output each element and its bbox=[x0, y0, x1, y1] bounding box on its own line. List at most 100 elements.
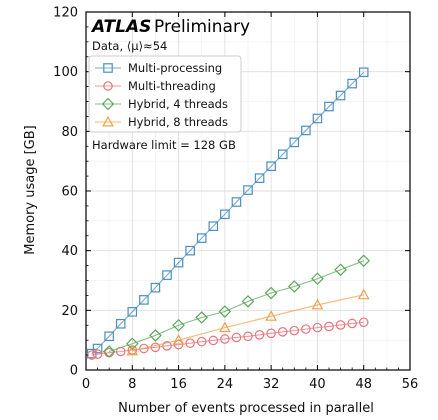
x-tick-label: 32 bbox=[263, 377, 280, 392]
data-point-multi-processing bbox=[231, 197, 242, 207]
data-point-multi-processing bbox=[104, 331, 114, 342]
legend-marker-hybrid-4-threads bbox=[101, 97, 115, 111]
legend-marker-hybrid-8-threads bbox=[102, 115, 114, 127]
experiment-name: ATLAS bbox=[90, 17, 151, 37]
data-point-hybrid-8-threads bbox=[265, 310, 277, 321]
legend-label-multi-processing: Multi-processing bbox=[128, 61, 222, 75]
data-point-multi-threading bbox=[243, 331, 253, 342]
legend: Multi-processing Multi-threading Hybrid, 4… bbox=[88, 55, 242, 133]
data-point-multi-processing bbox=[335, 90, 346, 101]
x-axis-label: Number of events processed in parallel bbox=[118, 401, 374, 416]
data-point-multi-threading bbox=[312, 322, 323, 333]
data-point-multi-processing bbox=[289, 137, 300, 148]
data-point-multi-processing bbox=[208, 221, 219, 232]
data-point-multi-processing bbox=[115, 318, 126, 329]
y-tick-label: 60 bbox=[61, 185, 78, 200]
series-hybrid-8-threads bbox=[126, 288, 370, 356]
data-point-hybrid-4-threads bbox=[172, 318, 185, 332]
data-point-multi-threading bbox=[277, 327, 288, 337]
data-point-hybrid-4-threads bbox=[195, 311, 209, 324]
x-tick-label: 8 bbox=[128, 377, 136, 392]
data-point-multi-threading bbox=[289, 325, 300, 336]
data-point-multi-processing bbox=[196, 233, 207, 243]
hardware-limit-annotation: Hardware limit = 128 GB bbox=[92, 138, 236, 152]
data-point-multi-processing bbox=[92, 343, 103, 354]
data-point-multi-processing bbox=[277, 149, 288, 160]
legend-label-hybrid-8-threads: Hybrid, 8 threads bbox=[128, 115, 228, 129]
data-point-hybrid-8-threads bbox=[311, 298, 324, 310]
y-tick-label: 80 bbox=[61, 125, 78, 140]
data-point-multi-threading bbox=[220, 334, 230, 344]
data-point-multi-processing bbox=[301, 125, 311, 136]
data-point-multi-processing bbox=[150, 282, 161, 293]
data-point-hybrid-4-threads bbox=[334, 263, 347, 277]
data-point-multi-threading bbox=[335, 320, 346, 330]
series-line-hybrid-8-threads bbox=[132, 294, 364, 352]
x-tick-label: 40 bbox=[309, 377, 326, 392]
data-point-multi-processing bbox=[324, 101, 334, 112]
data-point-multi-threading bbox=[266, 328, 276, 339]
data-point-hybrid-4-threads bbox=[125, 337, 139, 351]
data-point-hybrid-4-threads bbox=[102, 345, 116, 358]
data-point-multi-processing bbox=[254, 173, 265, 183]
data-point-multi-threading bbox=[196, 336, 207, 347]
data-point-hybrid-4-threads bbox=[287, 280, 301, 293]
legend-box bbox=[88, 55, 242, 133]
y-axis-label: Memory usage [GB] bbox=[23, 125, 38, 255]
data-point-multi-threading bbox=[347, 318, 357, 329]
x-tick-label: 48 bbox=[355, 377, 372, 392]
series-hybrid-4-threads bbox=[102, 254, 371, 358]
data-point-hybrid-8-threads bbox=[357, 288, 370, 300]
data-point-multi-processing bbox=[185, 245, 195, 256]
legend-marker-multi-threading bbox=[103, 81, 113, 91]
data-point-multi-threading bbox=[254, 329, 265, 340]
legend-label-hybrid-4-threads: Hybrid, 4 threads bbox=[128, 97, 228, 111]
data-point-multi-threading bbox=[150, 342, 161, 353]
legend-marker-multi-processing bbox=[103, 63, 113, 73]
y-tick-label: 100 bbox=[53, 65, 78, 80]
data-point-multi-processing bbox=[162, 270, 172, 280]
data-point-hybrid-4-threads bbox=[149, 329, 162, 342]
experiment-status: Preliminary bbox=[154, 17, 250, 37]
x-tick-label: 0 bbox=[82, 377, 90, 392]
data-point-multi-threading bbox=[231, 332, 242, 343]
data-point-multi-processing bbox=[220, 209, 230, 220]
data-point-multi-processing bbox=[139, 295, 149, 305]
data-point-hybrid-4-threads bbox=[357, 254, 371, 268]
series-line-multi-processing bbox=[91, 71, 365, 355]
x-tick-label: 24 bbox=[217, 377, 234, 392]
data-point-hybrid-4-threads bbox=[241, 295, 255, 308]
data-point-multi-processing bbox=[312, 113, 323, 124]
data-point-multi-processing bbox=[173, 257, 184, 268]
data-point-multi-processing bbox=[347, 78, 357, 89]
data-point-hybrid-4-threads bbox=[311, 272, 324, 286]
series-multi-threading bbox=[86, 317, 369, 360]
data-point-multi-threading bbox=[92, 349, 103, 359]
data-point-hybrid-8-threads bbox=[219, 321, 231, 333]
data-point-multi-threading bbox=[185, 338, 195, 348]
data-point-hybrid-8-threads bbox=[172, 334, 185, 345]
data-point-multi-processing bbox=[358, 67, 369, 78]
x-tick-label: 56 bbox=[402, 377, 419, 392]
y-tick-label: 0 bbox=[70, 364, 78, 379]
data-subtitle: Data, ⟨μ⟩≈54 bbox=[92, 39, 167, 53]
y-tick-label: 20 bbox=[61, 304, 78, 319]
x-tick-label: 16 bbox=[170, 377, 187, 392]
y-tick-label: 120 bbox=[53, 6, 78, 21]
data-point-multi-threading bbox=[139, 343, 149, 354]
axis-ticks: 0 8 16 24 32 40 48 56 0 20 40 60 80 100 120 bbox=[53, 6, 418, 393]
data-point-multi-threading bbox=[208, 335, 219, 346]
data-point-multi-threading bbox=[162, 341, 172, 351]
data-point-multi-processing bbox=[127, 307, 138, 317]
plot-series bbox=[86, 67, 371, 360]
data-point-multi-processing bbox=[243, 185, 253, 195]
legend-label-multi-threading: Multi-threading bbox=[128, 79, 216, 93]
data-point-hybrid-4-threads bbox=[218, 305, 232, 318]
data-point-multi-processing bbox=[266, 161, 276, 172]
data-point-multi-threading bbox=[358, 317, 369, 328]
data-point-hybrid-4-threads bbox=[264, 286, 278, 300]
y-tick-label: 40 bbox=[61, 244, 78, 259]
data-point-multi-threading bbox=[301, 324, 311, 334]
data-point-multi-threading bbox=[324, 321, 334, 332]
